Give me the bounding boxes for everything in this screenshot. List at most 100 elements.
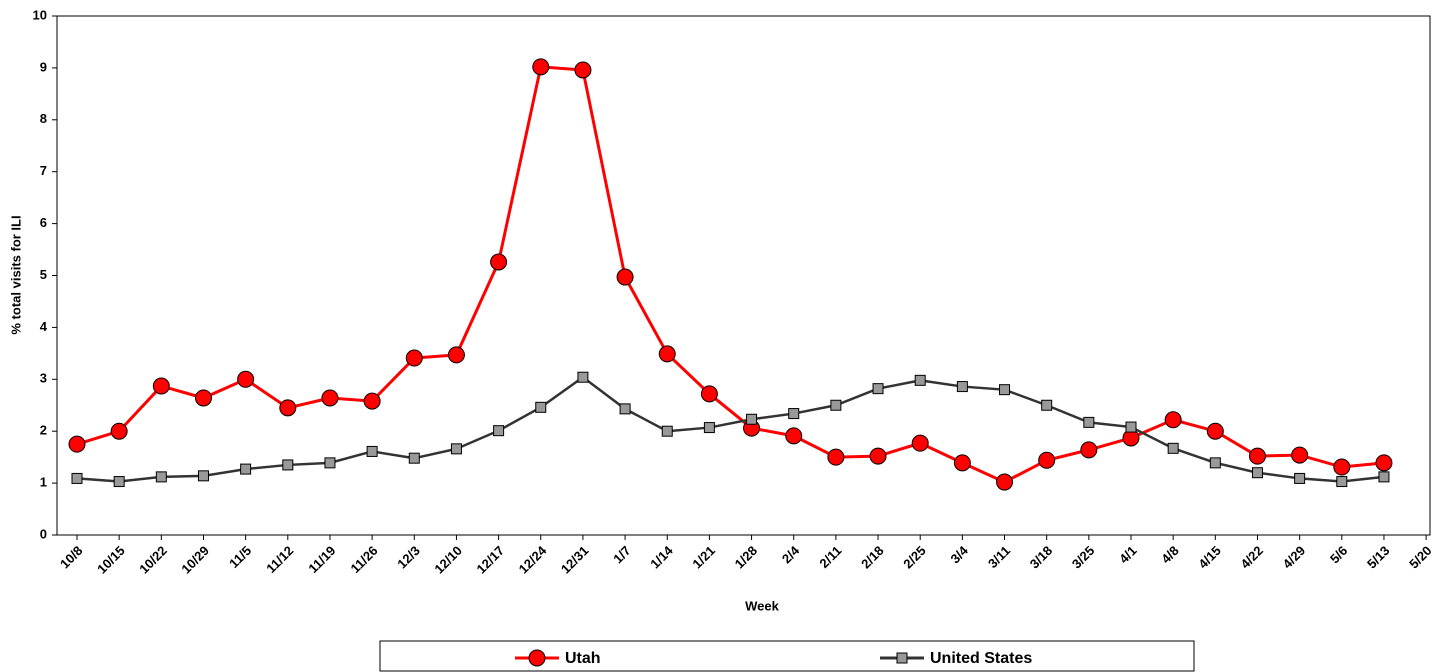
- data-point: [321, 389, 339, 407]
- data-point: [619, 403, 631, 415]
- x-tick-label: 12/17: [474, 543, 508, 577]
- data-point: [830, 399, 842, 411]
- x-tick-label: 5/20: [1406, 543, 1435, 572]
- data-point: [194, 389, 212, 407]
- data-point: [447, 346, 465, 364]
- y-tick-label: 7: [40, 163, 47, 178]
- x-tick-label: 10/15: [94, 543, 128, 577]
- x-tick-label: 1/14: [647, 542, 676, 571]
- data-point: [1209, 457, 1221, 469]
- y-tick-label: 10: [33, 7, 47, 22]
- y-tick-label: 2: [40, 423, 47, 438]
- x-tick-label: 3/25: [1069, 543, 1098, 572]
- x-tick-label: 4/29: [1280, 543, 1309, 572]
- x-axis-title: Week: [745, 598, 779, 613]
- data-point: [237, 370, 255, 388]
- data-point: [872, 383, 884, 395]
- data-point: [1164, 411, 1182, 429]
- legend-label: Utah: [565, 650, 601, 667]
- x-tick-label: 3/18: [1027, 543, 1056, 572]
- data-point: [1248, 447, 1266, 465]
- x-tick-label: 12/10: [431, 543, 465, 577]
- data-point: [788, 408, 800, 420]
- data-point: [110, 422, 128, 440]
- data-point: [1125, 421, 1137, 433]
- x-tick-label: 11/26: [348, 543, 381, 576]
- data-point: [408, 452, 420, 464]
- plot-area: [56, 15, 1431, 536]
- data-point: [996, 473, 1014, 491]
- data-point: [1333, 458, 1351, 476]
- data-point: [1083, 416, 1095, 428]
- data-point: [700, 385, 718, 403]
- data-point: [71, 472, 83, 484]
- data-point: [240, 463, 252, 475]
- x-tick-label: 10/22: [136, 543, 170, 577]
- x-tick-label: 10/8: [57, 543, 86, 572]
- data-point: [658, 345, 676, 363]
- data-point: [785, 427, 803, 445]
- data-point: [532, 58, 550, 76]
- data-point: [1041, 399, 1053, 411]
- x-tick-label: 4/1: [1116, 543, 1139, 566]
- x-tick-label: 12/3: [394, 543, 423, 572]
- legend-marker: [528, 649, 546, 667]
- data-point: [999, 384, 1011, 396]
- data-point: [953, 454, 971, 472]
- x-tick-label: 11/5: [226, 543, 254, 571]
- data-point: [616, 268, 634, 286]
- x-tick-label: 2/4: [779, 542, 803, 566]
- data-point: [1291, 446, 1309, 464]
- data-point: [911, 434, 929, 452]
- data-point: [450, 443, 462, 455]
- data-point: [197, 470, 209, 482]
- data-point: [493, 425, 505, 437]
- data-point: [405, 349, 423, 367]
- data-point: [1336, 476, 1348, 488]
- x-tick-label: 12/24: [516, 542, 550, 576]
- data-point: [1294, 472, 1306, 484]
- data-point: [1251, 467, 1263, 479]
- x-tick-label: 11/19: [305, 543, 338, 576]
- y-tick-label: 1: [40, 475, 47, 490]
- x-tick-label: 2/18: [858, 543, 887, 572]
- x-tick-label: 3/4: [948, 542, 972, 566]
- data-point: [956, 381, 968, 393]
- data-point: [914, 374, 926, 386]
- data-point: [152, 377, 170, 395]
- y-axis-title: % total visits for ILI: [8, 215, 23, 334]
- data-point: [577, 371, 589, 383]
- x-tick-label: 12/31: [558, 543, 592, 577]
- x-tick-label: 3/11: [985, 543, 1013, 571]
- data-point: [282, 459, 294, 471]
- data-point: [279, 399, 297, 417]
- series-line: [76, 375, 1385, 483]
- data-point: [827, 448, 845, 466]
- x-tick-label: 5/13: [1364, 543, 1393, 572]
- data-point: [1375, 454, 1393, 472]
- legend-label: United States: [930, 650, 1032, 667]
- data-point: [535, 401, 547, 413]
- data-point: [366, 445, 378, 457]
- x-tick-label: 4/22: [1238, 543, 1267, 572]
- x-tick-label: 2/11: [816, 543, 844, 571]
- x-tick-label: 5/6: [1327, 543, 1350, 566]
- x-tick-label: 4/8: [1158, 543, 1181, 566]
- data-point: [869, 447, 887, 465]
- data-point: [1038, 451, 1056, 469]
- data-point: [113, 476, 125, 488]
- data-point: [68, 435, 86, 453]
- data-point: [155, 471, 167, 483]
- data-point: [1378, 471, 1390, 483]
- y-tick-label: 3: [40, 371, 47, 386]
- y-tick-label: 5: [40, 267, 47, 282]
- data-point: [324, 457, 336, 469]
- y-tick-label: 9: [40, 59, 47, 74]
- data-point: [746, 413, 758, 425]
- y-tick-label: 4: [40, 319, 48, 334]
- data-point: [363, 392, 381, 410]
- data-point: [574, 61, 592, 79]
- x-tick-label: 10/29: [178, 543, 212, 577]
- y-tick-label: 0: [40, 526, 47, 541]
- data-point: [1206, 422, 1224, 440]
